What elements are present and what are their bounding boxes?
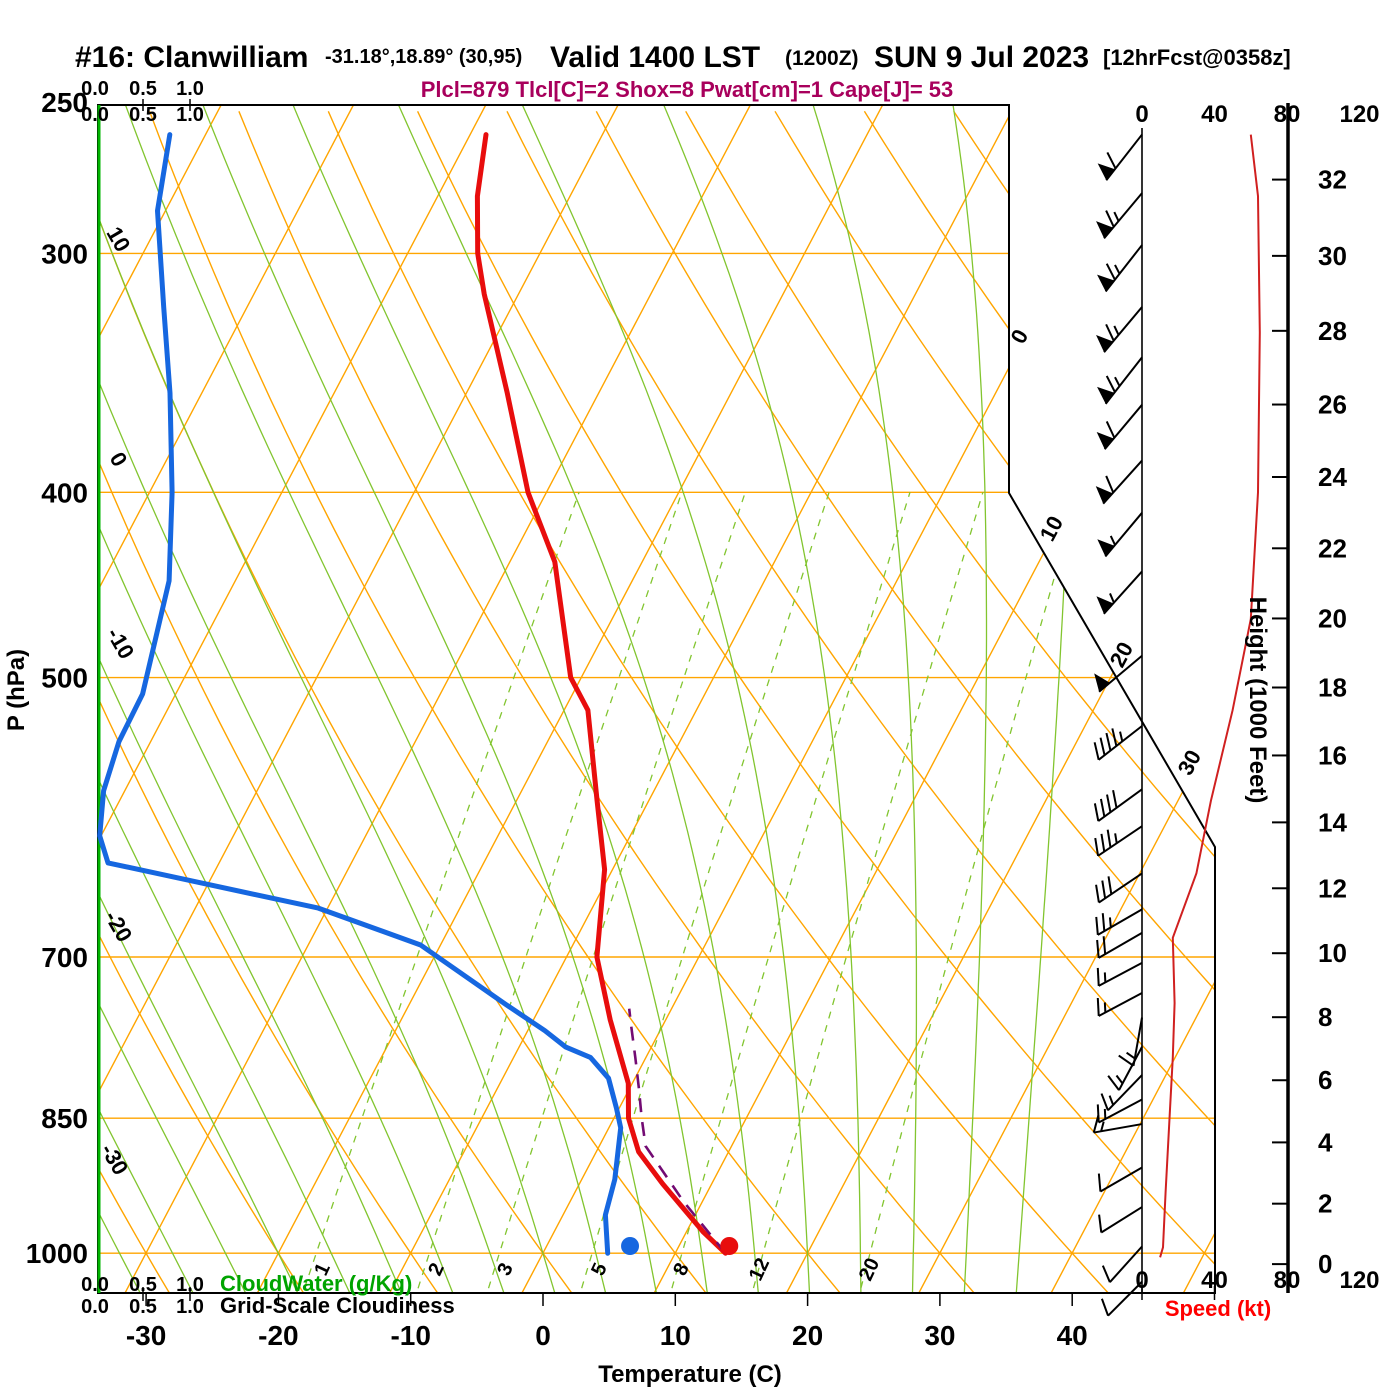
svg-text:0: 0 [535,1320,551,1351]
svg-text:14: 14 [1318,807,1347,837]
svg-text:6: 6 [1318,1065,1332,1095]
svg-text:0.0: 0.0 [81,1296,109,1318]
svg-text:-10: -10 [102,623,140,663]
svg-text:10: 10 [1035,512,1069,545]
svg-text:1.0: 1.0 [176,104,204,126]
skewt-grid [98,105,1215,1293]
svg-text:700: 700 [41,942,88,973]
cloudiness-label: Grid-Scale Cloudiness [220,1293,455,1318]
height-axis-label: Height (1000 Feet) [1244,597,1271,804]
svg-text:-20: -20 [258,1320,298,1351]
svg-text:8: 8 [1318,1002,1332,1032]
svg-text:12: 12 [745,1255,774,1284]
svg-text:30: 30 [924,1320,955,1351]
svg-text:0.0: 0.0 [81,104,109,126]
svg-text:-30: -30 [126,1320,166,1351]
svg-text:1.0: 1.0 [176,1296,204,1318]
svg-text:5: 5 [587,1260,612,1279]
svg-text:120: 120 [1339,101,1379,128]
valid-time: Valid 1400 LST [550,41,760,74]
svg-text:22: 22 [1318,533,1347,563]
svg-text:0.5: 0.5 [129,1296,157,1318]
svg-text:400: 400 [41,477,88,508]
svg-text:120: 120 [1339,1267,1379,1294]
valid-zulu: (1200Z) [785,47,859,70]
sounding-curves [97,132,739,1256]
speed-axis-label: Speed (kt) [1165,1296,1271,1321]
svg-text:0: 0 [1318,1249,1332,1279]
svg-text:0: 0 [105,448,133,471]
svg-text:20: 20 [855,1255,884,1284]
stability-params: Plcl=879 Tlcl[C]=2 Shox=8 Pwat[cm]=1 Cap… [421,77,954,102]
svg-text:12: 12 [1318,873,1347,903]
cloudwater-label: CloudWater (g/Kg) [220,1271,412,1296]
svg-text:250: 250 [41,87,88,118]
station-coords: -31.18°,18.89° (30,95) [325,46,522,68]
svg-text:1.0: 1.0 [176,78,204,100]
svg-text:850: 850 [41,1103,88,1134]
svg-text:3: 3 [493,1260,518,1279]
svg-text:10: 10 [1318,938,1347,968]
svg-text:2: 2 [1318,1189,1332,1219]
svg-text:0.5: 0.5 [129,78,157,100]
svg-text:4: 4 [1318,1127,1333,1157]
svg-text:0.5: 0.5 [129,104,157,126]
svg-text:1.0: 1.0 [176,1274,204,1296]
svg-text:20: 20 [1318,603,1347,633]
svg-text:30: 30 [1318,241,1347,271]
svg-text:0.0: 0.0 [81,1274,109,1296]
svg-text:10: 10 [102,222,136,256]
svg-text:24: 24 [1318,462,1347,492]
svg-text:26: 26 [1318,390,1347,420]
svg-text:0: 0 [1135,101,1148,128]
svg-text:1000: 1000 [26,1238,88,1269]
svg-text:40: 40 [1057,1320,1088,1351]
svg-text:500: 500 [41,663,88,694]
pressure-axis-label: P (hPa) [3,649,30,731]
forecast-tag: [12hrFcst@0358z] [1103,45,1291,70]
svg-text:10: 10 [660,1320,691,1351]
svg-text:30: 30 [1173,746,1207,779]
svg-text:300: 300 [41,238,88,269]
svg-text:32: 32 [1318,165,1347,195]
svg-text:8: 8 [669,1260,694,1279]
svg-text:20: 20 [792,1320,823,1351]
svg-text:40: 40 [1201,101,1228,128]
svg-text:0.5: 0.5 [129,1274,157,1296]
valid-date: SUN 9 Jul 2023 [874,41,1089,74]
svg-text:16: 16 [1318,740,1347,770]
wind-panel: 0040408080120120 [1092,101,1380,1317]
svg-text:0: 0 [1135,1267,1148,1294]
svg-text:0.0: 0.0 [81,78,109,100]
svg-text:18: 18 [1318,672,1347,702]
svg-text:-10: -10 [390,1320,430,1351]
station-title: #16: Clanwilliam [75,41,308,74]
svg-text:2: 2 [424,1260,449,1279]
svg-text:28: 28 [1318,316,1347,346]
svg-text:-20: -20 [100,906,138,946]
temperature-axis-label: Temperature (C) [598,1361,782,1388]
